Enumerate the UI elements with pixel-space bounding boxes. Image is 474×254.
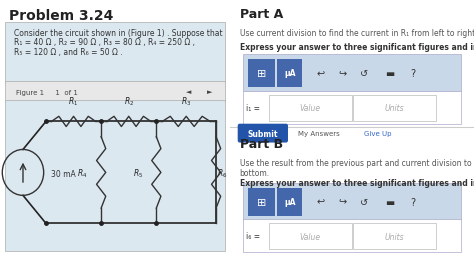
Text: ⊞: ⊞ bbox=[257, 197, 266, 207]
FancyBboxPatch shape bbox=[5, 100, 225, 251]
Text: Express your answer to three significant figures and include the appropriate uni: Express your answer to three significant… bbox=[240, 43, 474, 52]
Text: Units: Units bbox=[385, 104, 404, 113]
Text: μA: μA bbox=[284, 197, 295, 207]
Text: ⊞: ⊞ bbox=[257, 69, 266, 79]
Text: i₆ =: i₆ = bbox=[246, 231, 260, 240]
Text: ↪: ↪ bbox=[338, 69, 346, 79]
FancyBboxPatch shape bbox=[5, 23, 225, 84]
Text: R₅ = 120 Ω , and R₆ = 50 Ω .: R₅ = 120 Ω , and R₆ = 50 Ω . bbox=[14, 48, 122, 57]
FancyBboxPatch shape bbox=[248, 60, 275, 88]
FancyBboxPatch shape bbox=[243, 55, 461, 91]
Text: ↩: ↩ bbox=[316, 197, 324, 207]
FancyBboxPatch shape bbox=[277, 188, 302, 216]
Text: R₁ = 40 Ω , R₂ = 90 Ω , R₃ = 80 Ω , R₄ = 250 Ω ,: R₁ = 40 Ω , R₂ = 90 Ω , R₃ = 80 Ω , R₄ =… bbox=[14, 38, 195, 47]
FancyBboxPatch shape bbox=[243, 183, 461, 220]
Text: 30 mA: 30 mA bbox=[51, 169, 75, 179]
Text: i₁ =: i₁ = bbox=[246, 103, 260, 113]
FancyBboxPatch shape bbox=[237, 124, 288, 143]
Text: ◄: ◄ bbox=[186, 89, 191, 95]
FancyBboxPatch shape bbox=[243, 91, 461, 124]
FancyBboxPatch shape bbox=[269, 96, 352, 121]
Text: Value: Value bbox=[300, 232, 321, 241]
Text: ↩: ↩ bbox=[316, 69, 324, 79]
Text: ►: ► bbox=[207, 89, 212, 95]
Text: Submit: Submit bbox=[247, 129, 278, 138]
Text: $R_2$: $R_2$ bbox=[124, 96, 134, 108]
FancyBboxPatch shape bbox=[353, 224, 436, 249]
Text: ▬: ▬ bbox=[385, 197, 394, 207]
Text: ▬: ▬ bbox=[385, 69, 394, 79]
Text: Consider the circuit shown in (Figure 1) . Suppose that: Consider the circuit shown in (Figure 1)… bbox=[14, 29, 222, 38]
Text: Problem 3.24: Problem 3.24 bbox=[9, 9, 114, 23]
FancyBboxPatch shape bbox=[269, 224, 352, 249]
Text: μA: μA bbox=[284, 69, 295, 78]
Text: Figure 1     1  of 1: Figure 1 1 of 1 bbox=[16, 89, 78, 95]
Text: Use the result from the previous part and current division to find the current i: Use the result from the previous part an… bbox=[240, 158, 474, 167]
Text: Express your answer to three significant figures and include the appropriate uni: Express your answer to three significant… bbox=[240, 178, 474, 187]
Text: $R_6$: $R_6$ bbox=[217, 166, 228, 179]
Text: ?: ? bbox=[410, 197, 416, 207]
Text: Units: Units bbox=[385, 232, 404, 241]
FancyBboxPatch shape bbox=[5, 81, 225, 103]
Text: Part A: Part A bbox=[240, 8, 283, 21]
Text: $R_5$: $R_5$ bbox=[134, 166, 144, 179]
Text: ↺: ↺ bbox=[360, 69, 368, 79]
Text: $R_1$: $R_1$ bbox=[68, 96, 79, 108]
FancyBboxPatch shape bbox=[248, 188, 275, 216]
Text: Use current division to find the current in R₁ from left to right.: Use current division to find the current… bbox=[240, 29, 474, 38]
Text: $R_4$: $R_4$ bbox=[77, 166, 87, 179]
FancyBboxPatch shape bbox=[243, 219, 461, 252]
Text: bottom.: bottom. bbox=[240, 168, 270, 177]
Text: ?: ? bbox=[410, 69, 416, 79]
FancyBboxPatch shape bbox=[353, 96, 436, 121]
Text: My Answers: My Answers bbox=[298, 131, 340, 137]
Text: ↺: ↺ bbox=[360, 197, 368, 207]
Text: $R_3$: $R_3$ bbox=[181, 96, 191, 108]
Text: ↪: ↪ bbox=[338, 197, 346, 207]
Text: Give Up: Give Up bbox=[364, 131, 392, 137]
Text: Value: Value bbox=[300, 104, 321, 113]
FancyBboxPatch shape bbox=[277, 60, 302, 88]
Text: Part B: Part B bbox=[240, 137, 283, 150]
